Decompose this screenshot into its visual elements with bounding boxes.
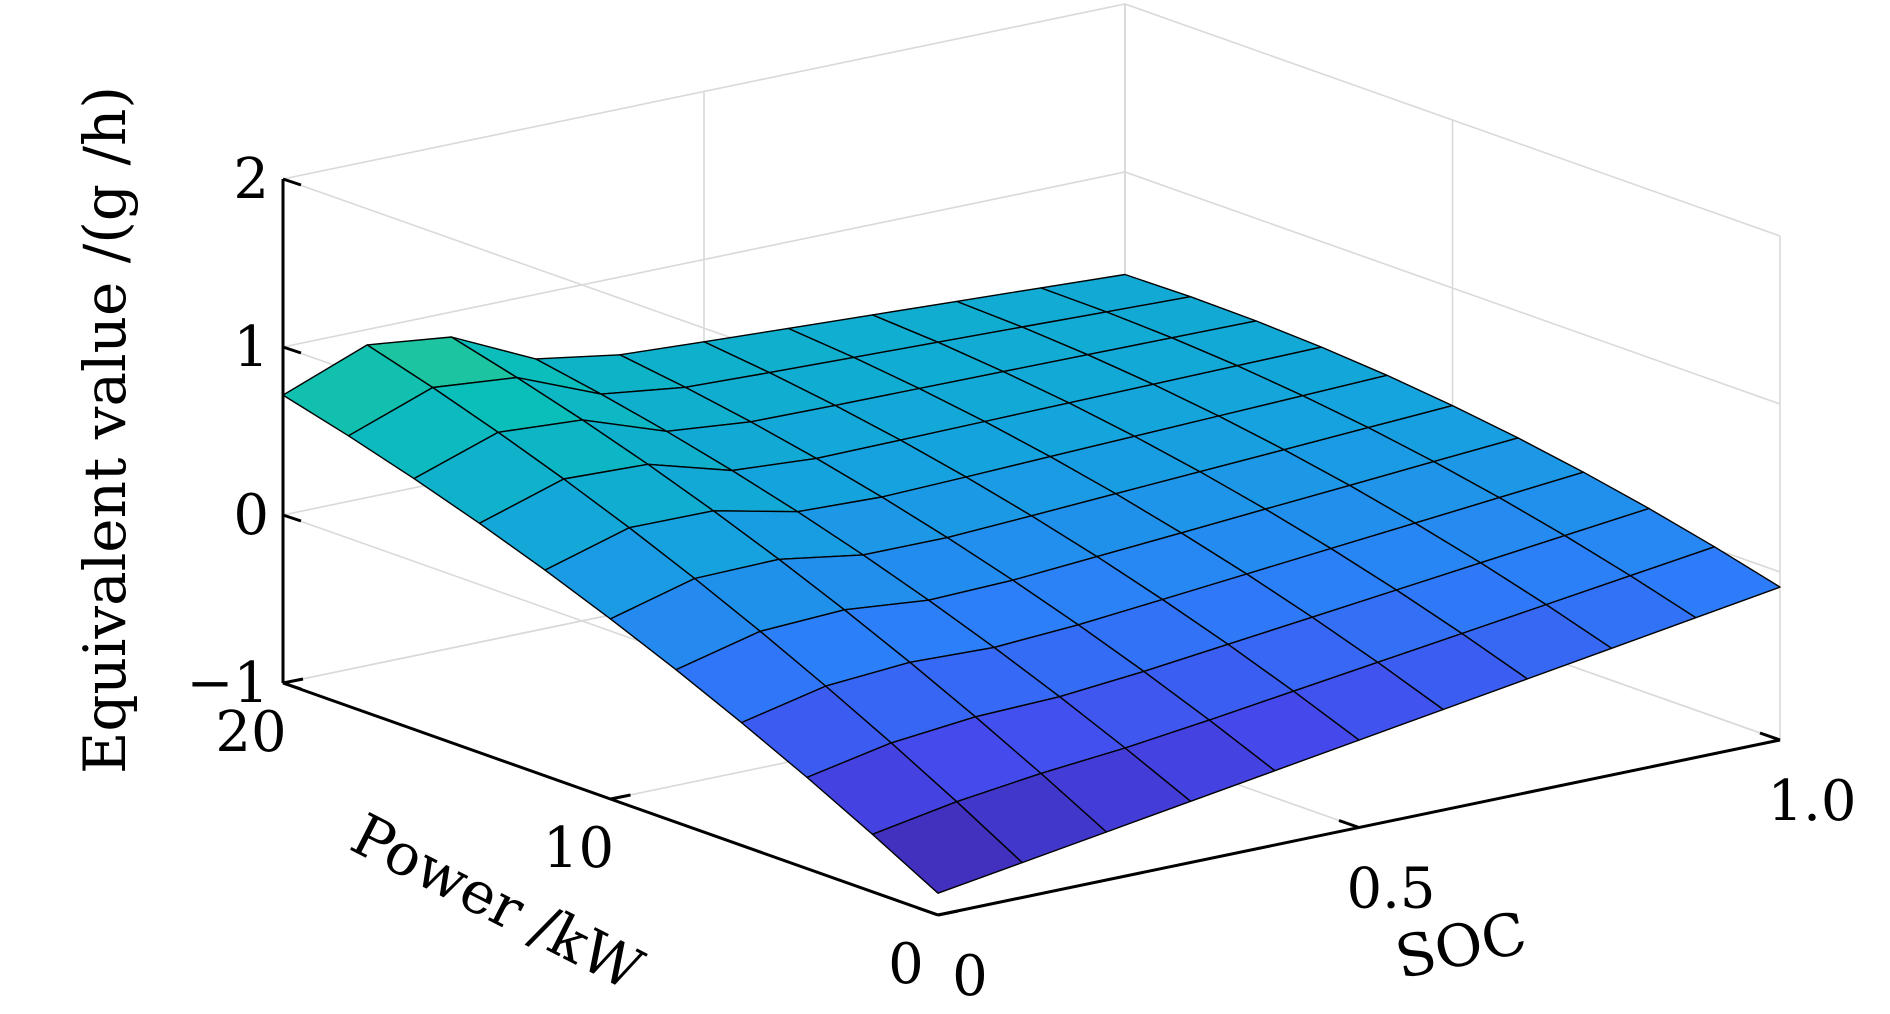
grid-line — [282, 3, 1781, 237]
power-tick-mark — [282, 677, 304, 685]
surface-mesh — [282, 273, 1781, 894]
soc-tick-mark — [1759, 731, 1781, 742]
soc-tick-mark — [917, 906, 939, 917]
z-axis-label: Equivalent value /(g /h) — [71, 86, 139, 774]
power-tick-mark — [610, 793, 631, 801]
z-tick-mark — [282, 345, 302, 355]
z-tick-mark — [282, 513, 302, 523]
z-tick-mark — [282, 681, 302, 691]
soc-tick-label: 0 — [952, 944, 988, 1009]
z-tick-mark — [282, 177, 302, 187]
power-tick-label: 20 — [215, 700, 286, 765]
surface-face — [871, 801, 1023, 894]
soc-tick-label: 1.0 — [1767, 769, 1856, 834]
z-tick-label: 1 — [233, 315, 269, 380]
power-tick-mark — [937, 909, 959, 917]
soc-tick-mark — [1338, 819, 1360, 829]
power-tick-label: 10 — [543, 816, 614, 881]
soc-tick-label: 0.5 — [1346, 857, 1435, 922]
z-tick-label: −1 — [186, 651, 269, 716]
z-tick-label: 0 — [233, 483, 269, 548]
power-tick-label: 0 — [888, 932, 924, 997]
z-tick-label: 2 — [233, 147, 269, 212]
